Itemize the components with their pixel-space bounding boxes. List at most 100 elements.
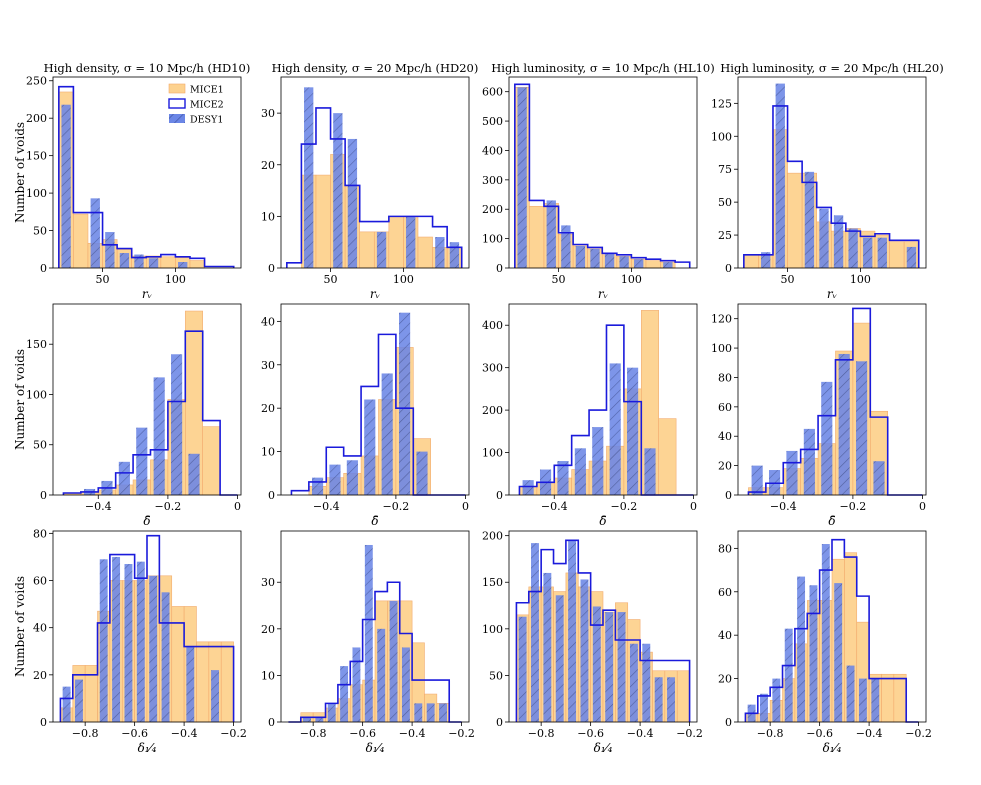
y-tick-label: 50	[489, 669, 503, 682]
desy1-bar	[821, 381, 833, 495]
desy1-bar	[161, 592, 170, 722]
x-tick-label: −0.8	[72, 727, 99, 740]
desy1-bar	[856, 361, 868, 495]
x-axis-label: rᵥ	[142, 287, 152, 301]
y-tick-label: 20	[718, 673, 732, 686]
legend-swatch-mice2	[168, 98, 186, 109]
legend-label: MICE2	[190, 100, 224, 111]
desy1-bar	[751, 465, 763, 495]
x-tick-label: 0	[919, 500, 926, 513]
x-tick-label: 50	[324, 273, 338, 286]
desy1-bar	[772, 678, 781, 722]
desy1-bar	[124, 564, 133, 722]
desy1-bar	[604, 253, 615, 268]
y-tick-label: 20	[718, 460, 732, 473]
mice1-bar	[676, 670, 690, 723]
x-tick-label: −0.4	[85, 500, 112, 513]
y-tick-label: 200	[482, 530, 503, 543]
x-tick-label: −0.2	[383, 500, 410, 513]
y-tick-label: 30	[261, 576, 275, 589]
axes-frame	[737, 303, 927, 496]
desy1-bar	[90, 198, 100, 268]
desy1-bar	[654, 677, 663, 722]
y-tick-label: 40	[261, 315, 275, 328]
y-tick-label: 60	[33, 575, 47, 588]
desy1-bar	[211, 670, 219, 722]
y-tick-label: 75	[718, 163, 732, 176]
mice2-step-line	[747, 307, 923, 496]
mice1-bar	[73, 213, 89, 269]
desy1-bar	[775, 83, 785, 268]
y-tick-label: 100	[482, 623, 503, 636]
x-tick-label: −0.2	[611, 500, 638, 513]
x-tick-label: −0.6	[806, 727, 833, 740]
axes-frame	[280, 530, 470, 723]
panel-r1c3: −0.4 −0.2 0 0 20 40 60 80 100 120 δ̄	[711, 303, 927, 528]
x-tick-label: 100	[850, 273, 871, 286]
desy1-bar	[804, 171, 815, 268]
y-tick-label: 20	[261, 159, 275, 172]
y-tick-label: 30	[261, 359, 275, 372]
mice1-bar	[529, 205, 545, 269]
desy1-bar	[401, 647, 410, 722]
y-tick-label: 120	[711, 313, 732, 326]
desy1-bar	[522, 480, 534, 495]
desy1-bar	[784, 628, 793, 722]
x-axis-label: δ₁⁄₄	[594, 741, 613, 755]
y-tick-label: 0	[725, 716, 732, 729]
panel-r0c1: 50 100 0 10 20 30 High density, σ = 20 Mpc/h (…	[261, 61, 478, 301]
desy1-bar	[848, 228, 858, 268]
desy1-bar	[546, 200, 556, 268]
mice2-step-line	[744, 538, 919, 723]
axes-frame	[508, 303, 698, 496]
x-tick-label: −0.4	[856, 727, 883, 740]
mice1-bar	[645, 260, 661, 269]
y-tick-label: 0	[268, 262, 275, 275]
panel-title: High density, σ = 20 Mpc/h (HD20)	[272, 61, 479, 75]
x-axis-label: rᵥ	[370, 287, 380, 301]
y-tick-label: 400	[482, 144, 503, 157]
x-tick-label: −0.4	[541, 500, 568, 513]
y-tick-label: 0	[496, 716, 503, 729]
y-tick-label: 100	[711, 130, 732, 143]
axes-frame	[52, 303, 242, 496]
desy1-bar	[149, 575, 158, 722]
mice1-bar	[743, 254, 759, 269]
desy1-bar	[605, 612, 614, 722]
y-tick-label: 40	[718, 430, 732, 443]
desy1-bar	[863, 237, 873, 268]
axes-frame	[52, 530, 242, 723]
desy1-bar	[426, 703, 435, 722]
desy1-bar	[575, 245, 586, 268]
mice1-bar	[220, 641, 234, 723]
axes-frame	[280, 76, 470, 269]
y-tick-label: 300	[482, 362, 503, 375]
desy1-bar	[580, 579, 589, 722]
x-tick-label: −0.8	[300, 727, 327, 740]
y-tick-label: 500	[482, 115, 503, 128]
x-tick-label: −0.2	[840, 500, 867, 513]
y-tick-label: 0	[268, 716, 275, 729]
desy1-bar	[346, 460, 358, 495]
desy1-bar	[171, 354, 183, 495]
desy1-bar	[329, 464, 341, 495]
x-tick-label: 0	[462, 500, 469, 513]
desy1-bar	[327, 703, 336, 722]
mice2-step-line	[59, 534, 235, 722]
mice1-bar	[388, 216, 404, 269]
desy1-bar	[617, 612, 626, 722]
y-tick-label: 300	[482, 174, 503, 187]
desy1-bar	[112, 556, 121, 722]
y-tick-label: 0	[268, 489, 275, 502]
x-tick-label: −0.4	[313, 500, 340, 513]
y-tick-label: 0	[725, 262, 732, 275]
desy1-bar	[873, 461, 885, 495]
desy1-bar	[399, 312, 411, 495]
panel-title: High luminosity, σ = 20 Mpc/h (HL20)	[720, 61, 943, 75]
desy1-bar	[663, 262, 673, 268]
panel-r1c2: −0.4 −0.2 0 0 100 200 300 400 δ̄	[482, 303, 698, 528]
desy1-bar	[833, 215, 844, 268]
x-axis-label: δ̄	[599, 514, 606, 528]
